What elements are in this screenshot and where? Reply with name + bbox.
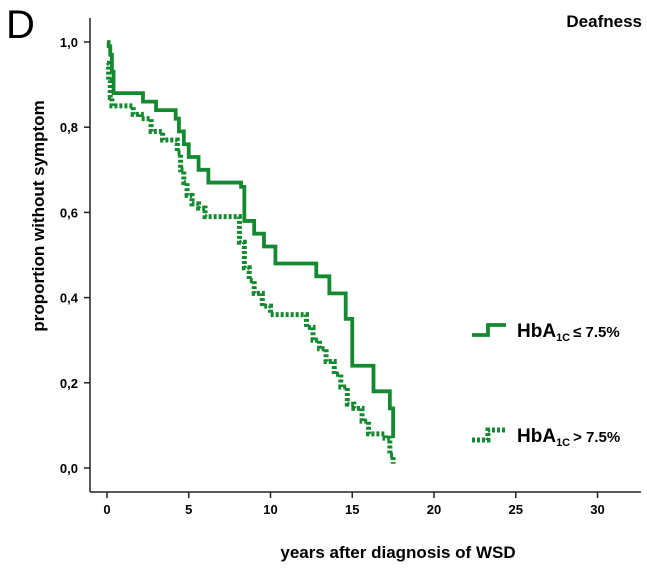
legend-label: HbA1C > 7.5% (517, 426, 620, 449)
panel-letter: D (6, 3, 35, 47)
legend-symbol (472, 427, 506, 443)
x-tick-label: 25 (509, 502, 523, 517)
x-tick-label: 20 (427, 502, 441, 517)
y-ticks: 0,0 0,2 0,4 0,6 0,8 1,0 (60, 35, 90, 476)
x-tick-label: 5 (185, 502, 192, 517)
y-tick-label: 0,8 (60, 120, 78, 135)
legend-symbol (472, 323, 506, 337)
y-tick-label: 0,0 (60, 461, 78, 476)
y-tick-label: 0,2 (60, 376, 78, 391)
x-tick-label: 0 (103, 502, 110, 517)
legend-label: HbA1C ≤ 7.5% (517, 321, 620, 344)
x-axis-label: years after diagnosis of WSD (280, 543, 515, 562)
y-axis-label: proportion without symptom (29, 100, 48, 331)
x-tick-label: 15 (345, 502, 359, 517)
y-tick-label: 0,4 (60, 291, 79, 306)
axes (89, 18, 641, 493)
y-tick-label: 1,0 (60, 35, 78, 50)
series-line-hba1c-le-7-5 (106, 40, 396, 439)
x-ticks: 0 5 10 15 20 25 30 (103, 492, 605, 517)
x-tick-label: 10 (263, 502, 277, 517)
legend: HbA1C ≤ 7.5% HbA1C > 7.5% (472, 321, 620, 449)
series-line-hba1c-gt-7-5 (106, 60, 396, 464)
chart-title: Deafness (566, 12, 642, 31)
x-tick-label: 30 (590, 502, 604, 517)
plot-area (106, 40, 396, 464)
y-tick-label: 0,6 (60, 205, 78, 220)
